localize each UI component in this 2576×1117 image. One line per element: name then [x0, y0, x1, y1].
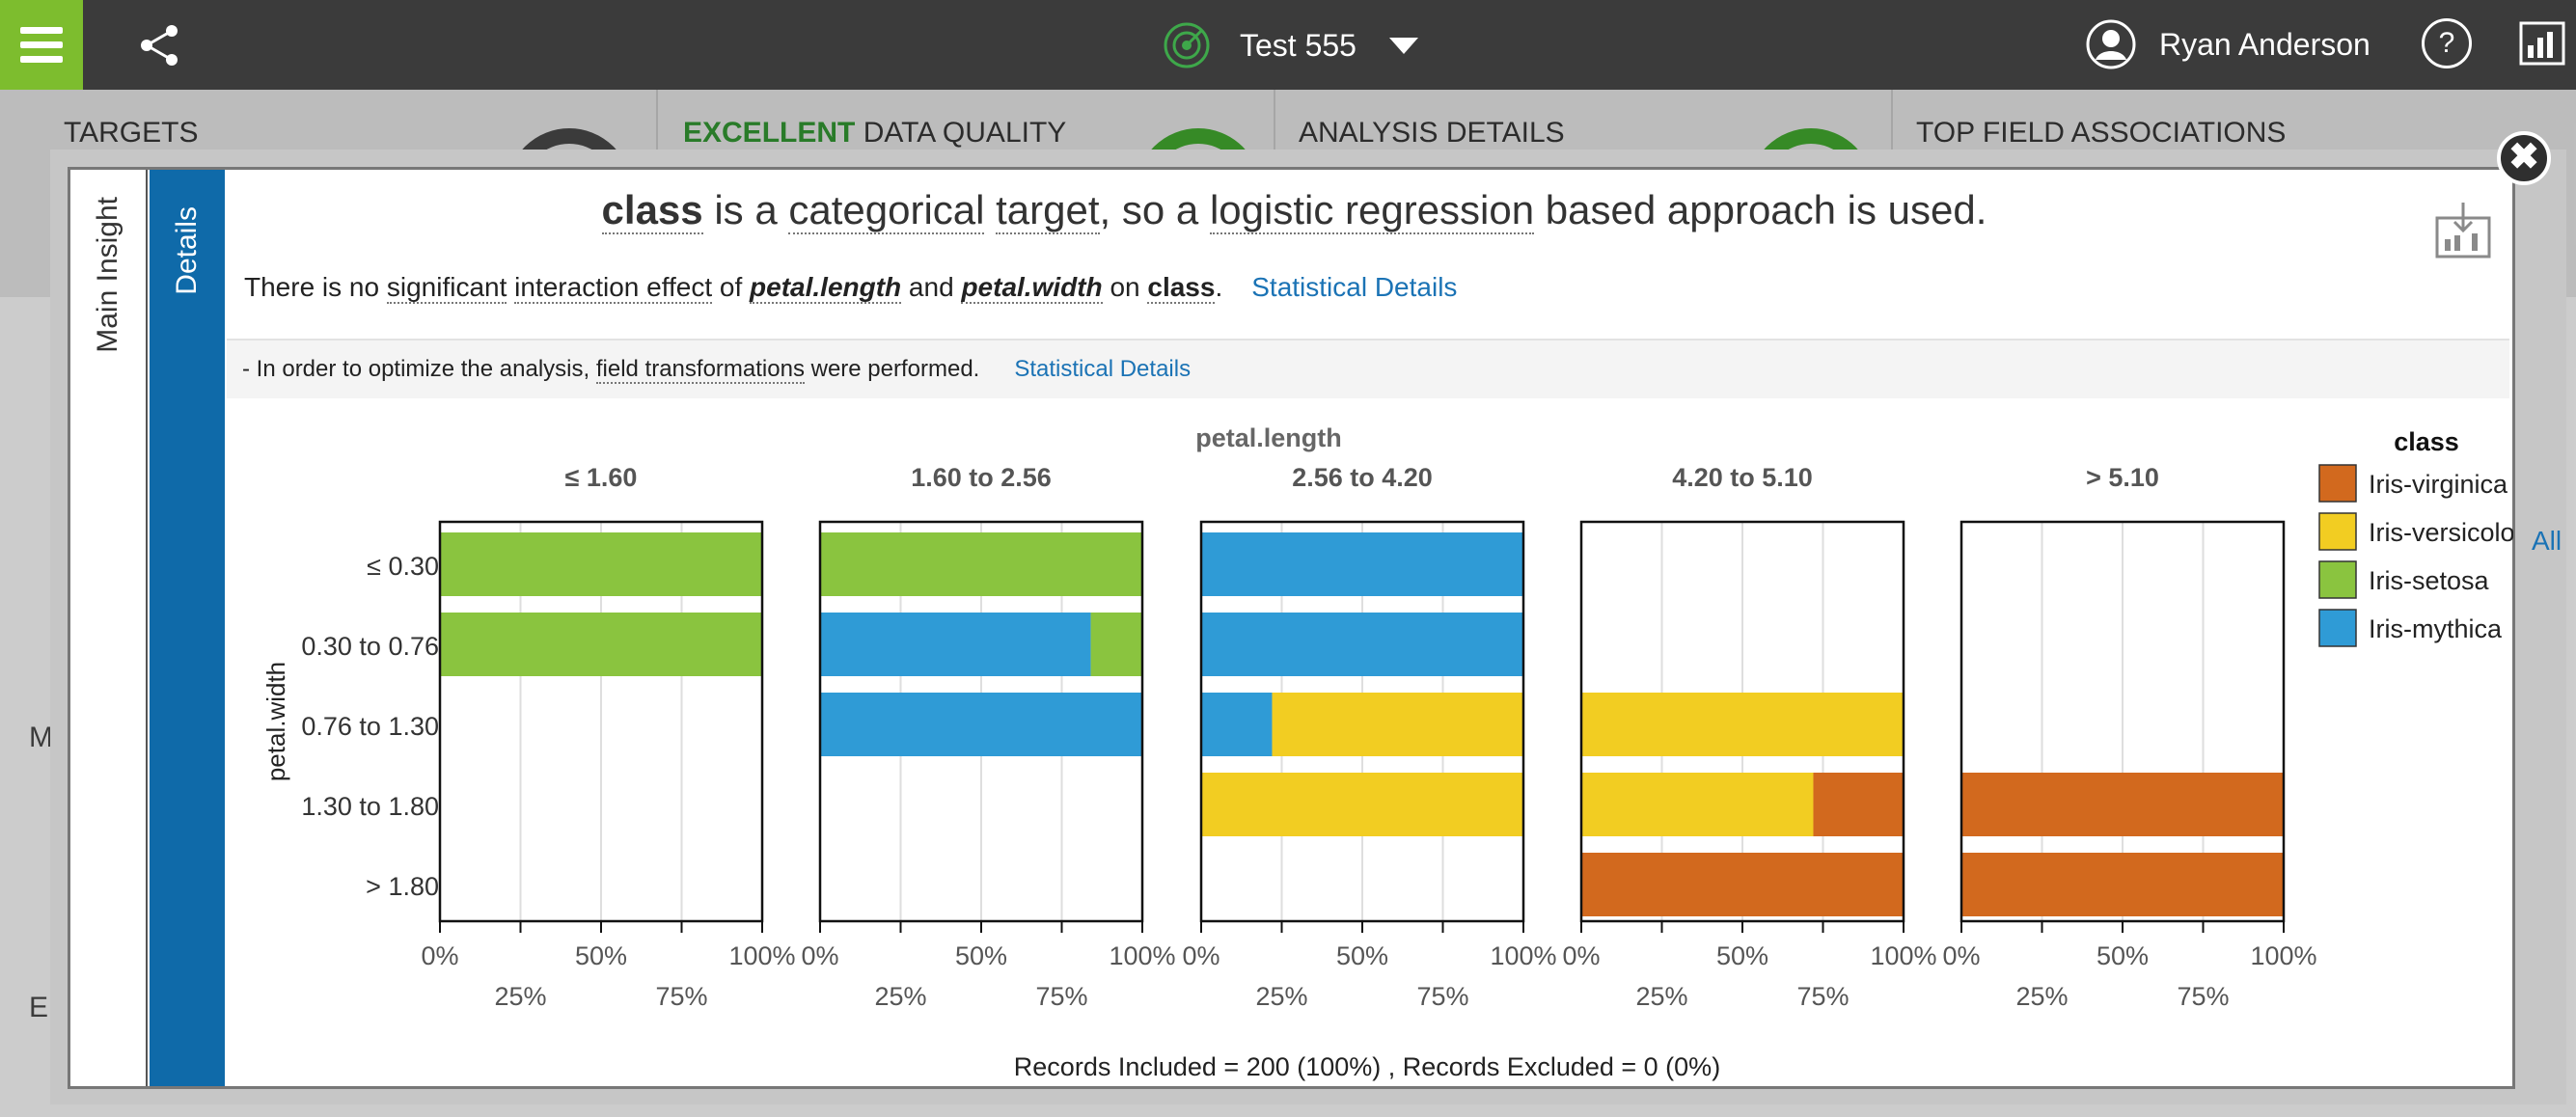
analysis-note-bar: - In order to optimize the analysis, fie…	[227, 339, 2509, 398]
card-title: TOP FIELD ASSOCIATIONS	[1916, 117, 2287, 149]
radar-icon	[1164, 22, 1210, 68]
significant-term[interactable]: significant	[386, 272, 507, 304]
share-icon[interactable]	[135, 21, 183, 69]
insight-modal: Main Insight Details class is a categori…	[68, 167, 2515, 1089]
field-petal-width[interactable]: petal.width	[961, 272, 1103, 304]
project-title: Test 555	[1240, 27, 1357, 63]
note-text: were performed.	[804, 356, 980, 382]
card-title: EXCELLENT DATA QUALITY	[683, 117, 1066, 150]
bg-letter: E	[29, 992, 49, 1023]
field-transformations-term[interactable]: field transformations	[595, 356, 805, 384]
interaction-effect-term[interactable]: interaction effect	[514, 272, 713, 304]
subline-text: There is no	[244, 272, 387, 302]
field-petal-length[interactable]: petal.length	[750, 272, 902, 304]
hamburger-menu-button[interactable]	[0, 0, 83, 90]
menu-line	[20, 56, 63, 63]
card-top-field-associations[interactable]: TOP FIELD ASSOCIATIONS	[1893, 90, 2576, 297]
export-report-icon[interactable]	[2433, 201, 2493, 260]
close-modal-button[interactable]: ✖	[2497, 131, 2551, 185]
analysis-note: - In order to optimize the analysis, fie…	[242, 356, 1192, 384]
tab-main-insight[interactable]: Main Insight	[70, 170, 148, 1086]
headline-text: is a	[702, 187, 789, 232]
subline-text	[507, 272, 514, 302]
quality-highlight: EXCELLENT	[683, 117, 856, 149]
user-menu[interactable]: Ryan Anderson	[2086, 17, 2370, 71]
menu-line	[20, 41, 63, 48]
card-title: ANALYSIS DETAILS	[1299, 117, 1565, 149]
avatar-icon	[2086, 19, 2136, 69]
note-text: - In order to optimize the analysis,	[242, 356, 596, 382]
top-bar: Test 555 Ryan Anderson ?	[0, 0, 2576, 90]
subline-text: on	[1102, 272, 1148, 302]
target-term-link[interactable]: target	[996, 187, 1100, 234]
statistical-details-link-2[interactable]: Statistical Details	[1014, 356, 1192, 382]
logistic-regression-term[interactable]: logistic regression	[1209, 187, 1535, 234]
report-icon[interactable]	[2518, 20, 2566, 67]
menu-line	[20, 27, 63, 34]
chevron-down-icon	[1388, 37, 1418, 54]
headline-text	[984, 187, 996, 232]
bg-link-all[interactable]: All	[2532, 526, 2562, 556]
insight-subline: There is no significant interaction effe…	[244, 272, 1458, 304]
insight-headline: class is a categorical target, so a logi…	[70, 187, 2518, 234]
help-icon[interactable]: ?	[2422, 18, 2472, 68]
project-selector[interactable]: Test 555	[1163, 19, 1418, 71]
user-name: Ryan Anderson	[2159, 26, 2370, 62]
categorical-term[interactable]: categorical	[788, 187, 985, 234]
headline-text: , so a	[1099, 187, 1210, 232]
target-term[interactable]: class	[601, 187, 703, 234]
tab-details[interactable]: Details	[150, 170, 225, 1086]
card-title-text: DATA QUALITY	[855, 117, 1067, 149]
headline-text: based approach is used.	[1534, 187, 1987, 232]
field-class[interactable]: class	[1147, 272, 1216, 304]
subline-text: of	[712, 272, 751, 302]
card-title: TARGETS	[64, 117, 199, 149]
subline-text: .	[1215, 272, 1223, 302]
subline-text: and	[901, 272, 962, 302]
statistical-details-link[interactable]: Statistical Details	[1251, 272, 1458, 302]
bg-letter: M	[29, 722, 53, 753]
